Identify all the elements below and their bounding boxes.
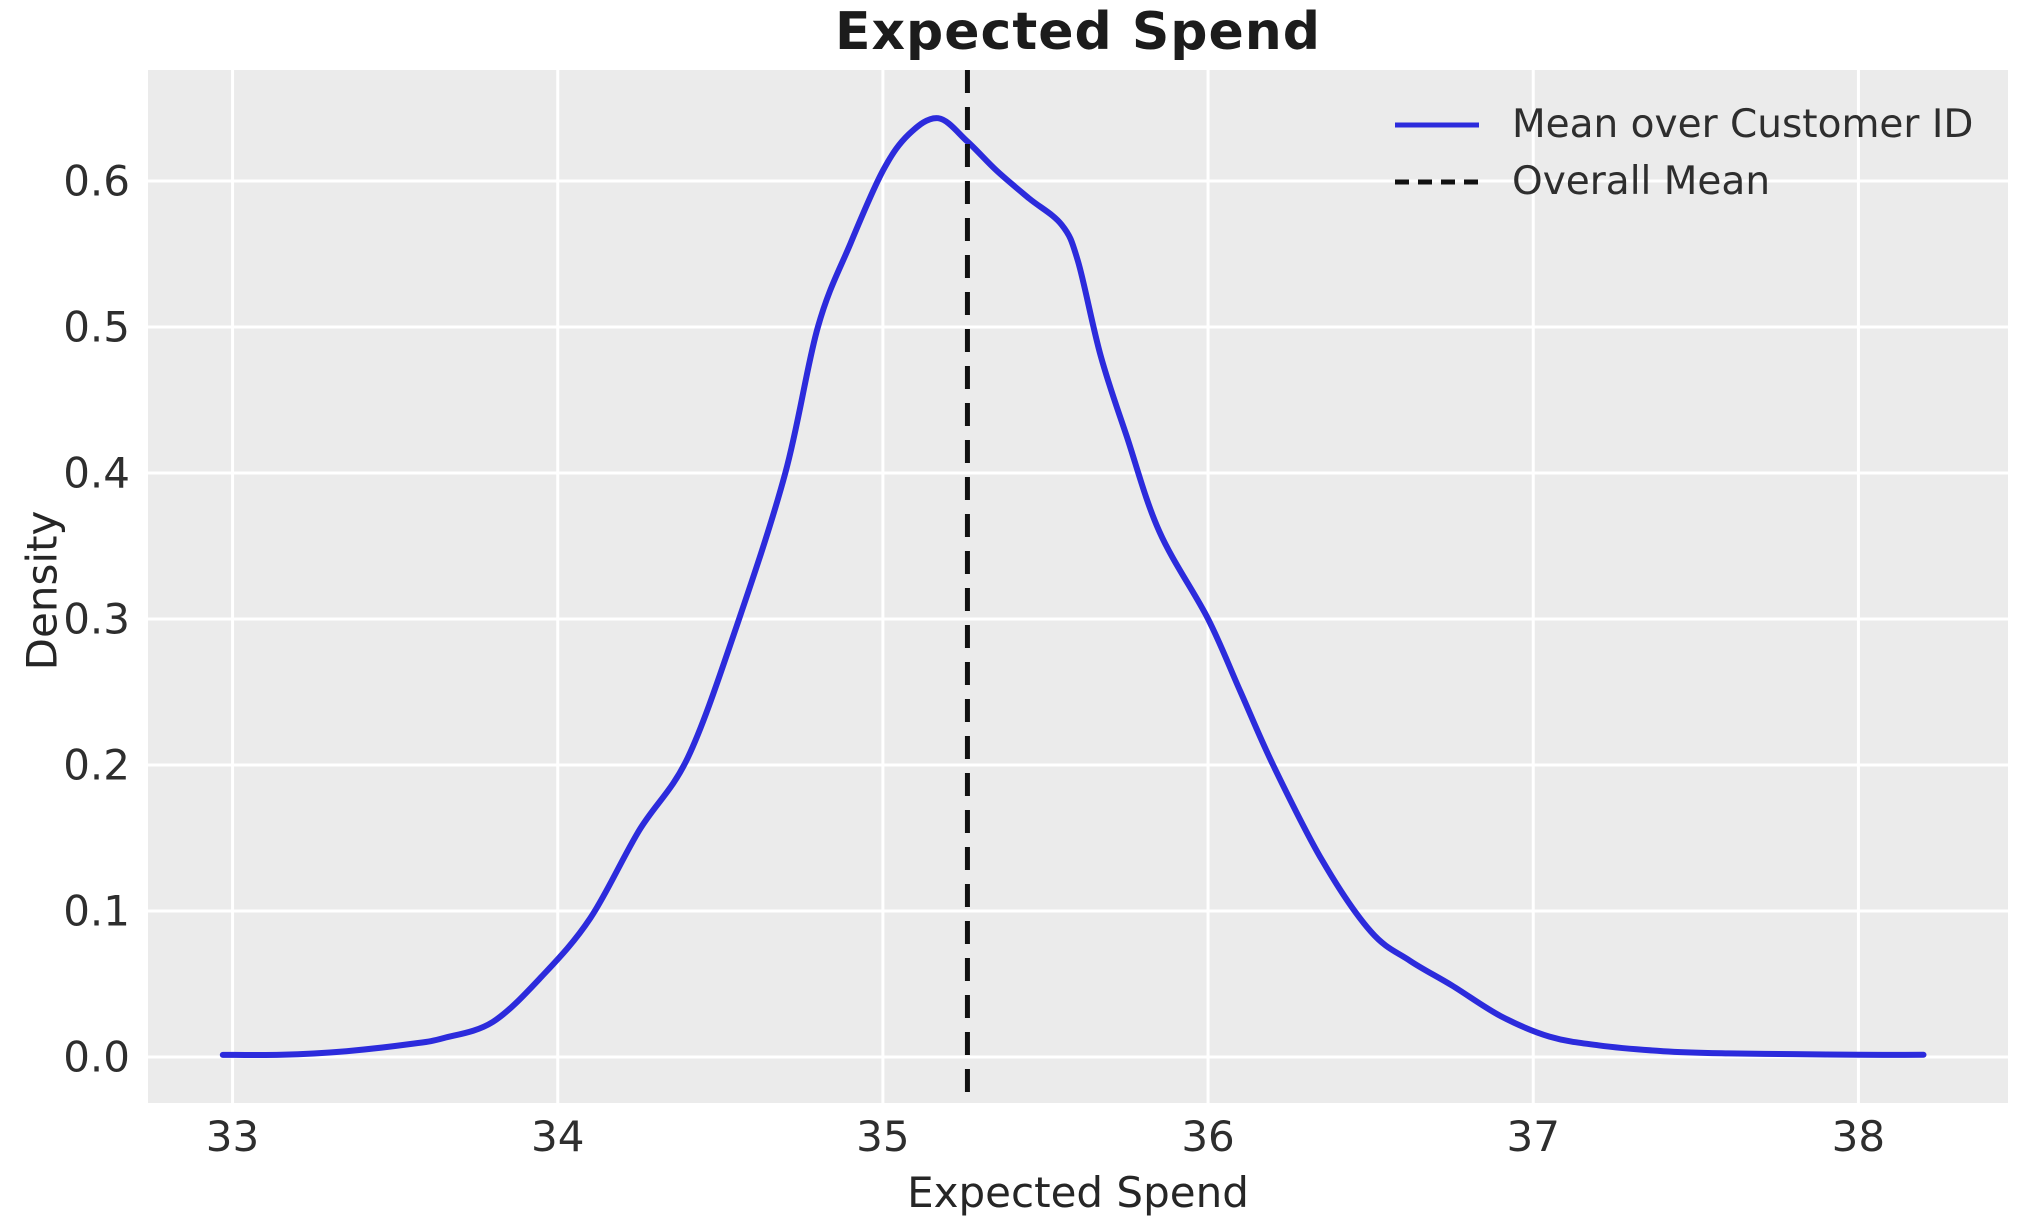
legend-entry-mean-over-customer-id: Mean over Customer ID bbox=[1395, 96, 1973, 153]
y-tick-label: 0.0 bbox=[63, 1032, 130, 1082]
legend-solid-line-sample bbox=[1395, 122, 1479, 127]
y-tick-label: 0.2 bbox=[63, 740, 130, 790]
legend-entry-overall-mean: Overall Mean bbox=[1395, 153, 1973, 210]
x-tick-label: 35 bbox=[856, 1112, 910, 1161]
y-tick-label: 0.3 bbox=[63, 594, 130, 644]
x-tick-label: 33 bbox=[205, 1112, 260, 1161]
x-tick-label: 37 bbox=[1506, 1112, 1560, 1161]
y-tick-label: 0.5 bbox=[63, 302, 130, 352]
plot-background bbox=[148, 70, 2008, 1103]
y-tick-label: 0.1 bbox=[63, 886, 130, 936]
legend-dashed-line-sample bbox=[1395, 179, 1479, 184]
y-axis-label: Density bbox=[17, 510, 67, 671]
y-tick-label: 0.6 bbox=[63, 156, 130, 206]
legend-label: Mean over Customer ID bbox=[1512, 102, 1974, 147]
density-curve bbox=[219, 115, 1927, 1059]
chart-title: Expected Spend bbox=[834, 2, 1321, 62]
legend: Mean over Customer ID Overall Mean bbox=[1395, 96, 1973, 210]
y-tick-label: 0.4 bbox=[63, 448, 130, 498]
x-tick-label: 38 bbox=[1831, 1112, 1886, 1161]
x-axis-label: Expected Spend bbox=[907, 1168, 1249, 1217]
x-tick-label: 36 bbox=[1181, 1112, 1235, 1161]
legend-label: Overall Mean bbox=[1512, 159, 1771, 204]
x-tick-label: 34 bbox=[530, 1112, 585, 1161]
